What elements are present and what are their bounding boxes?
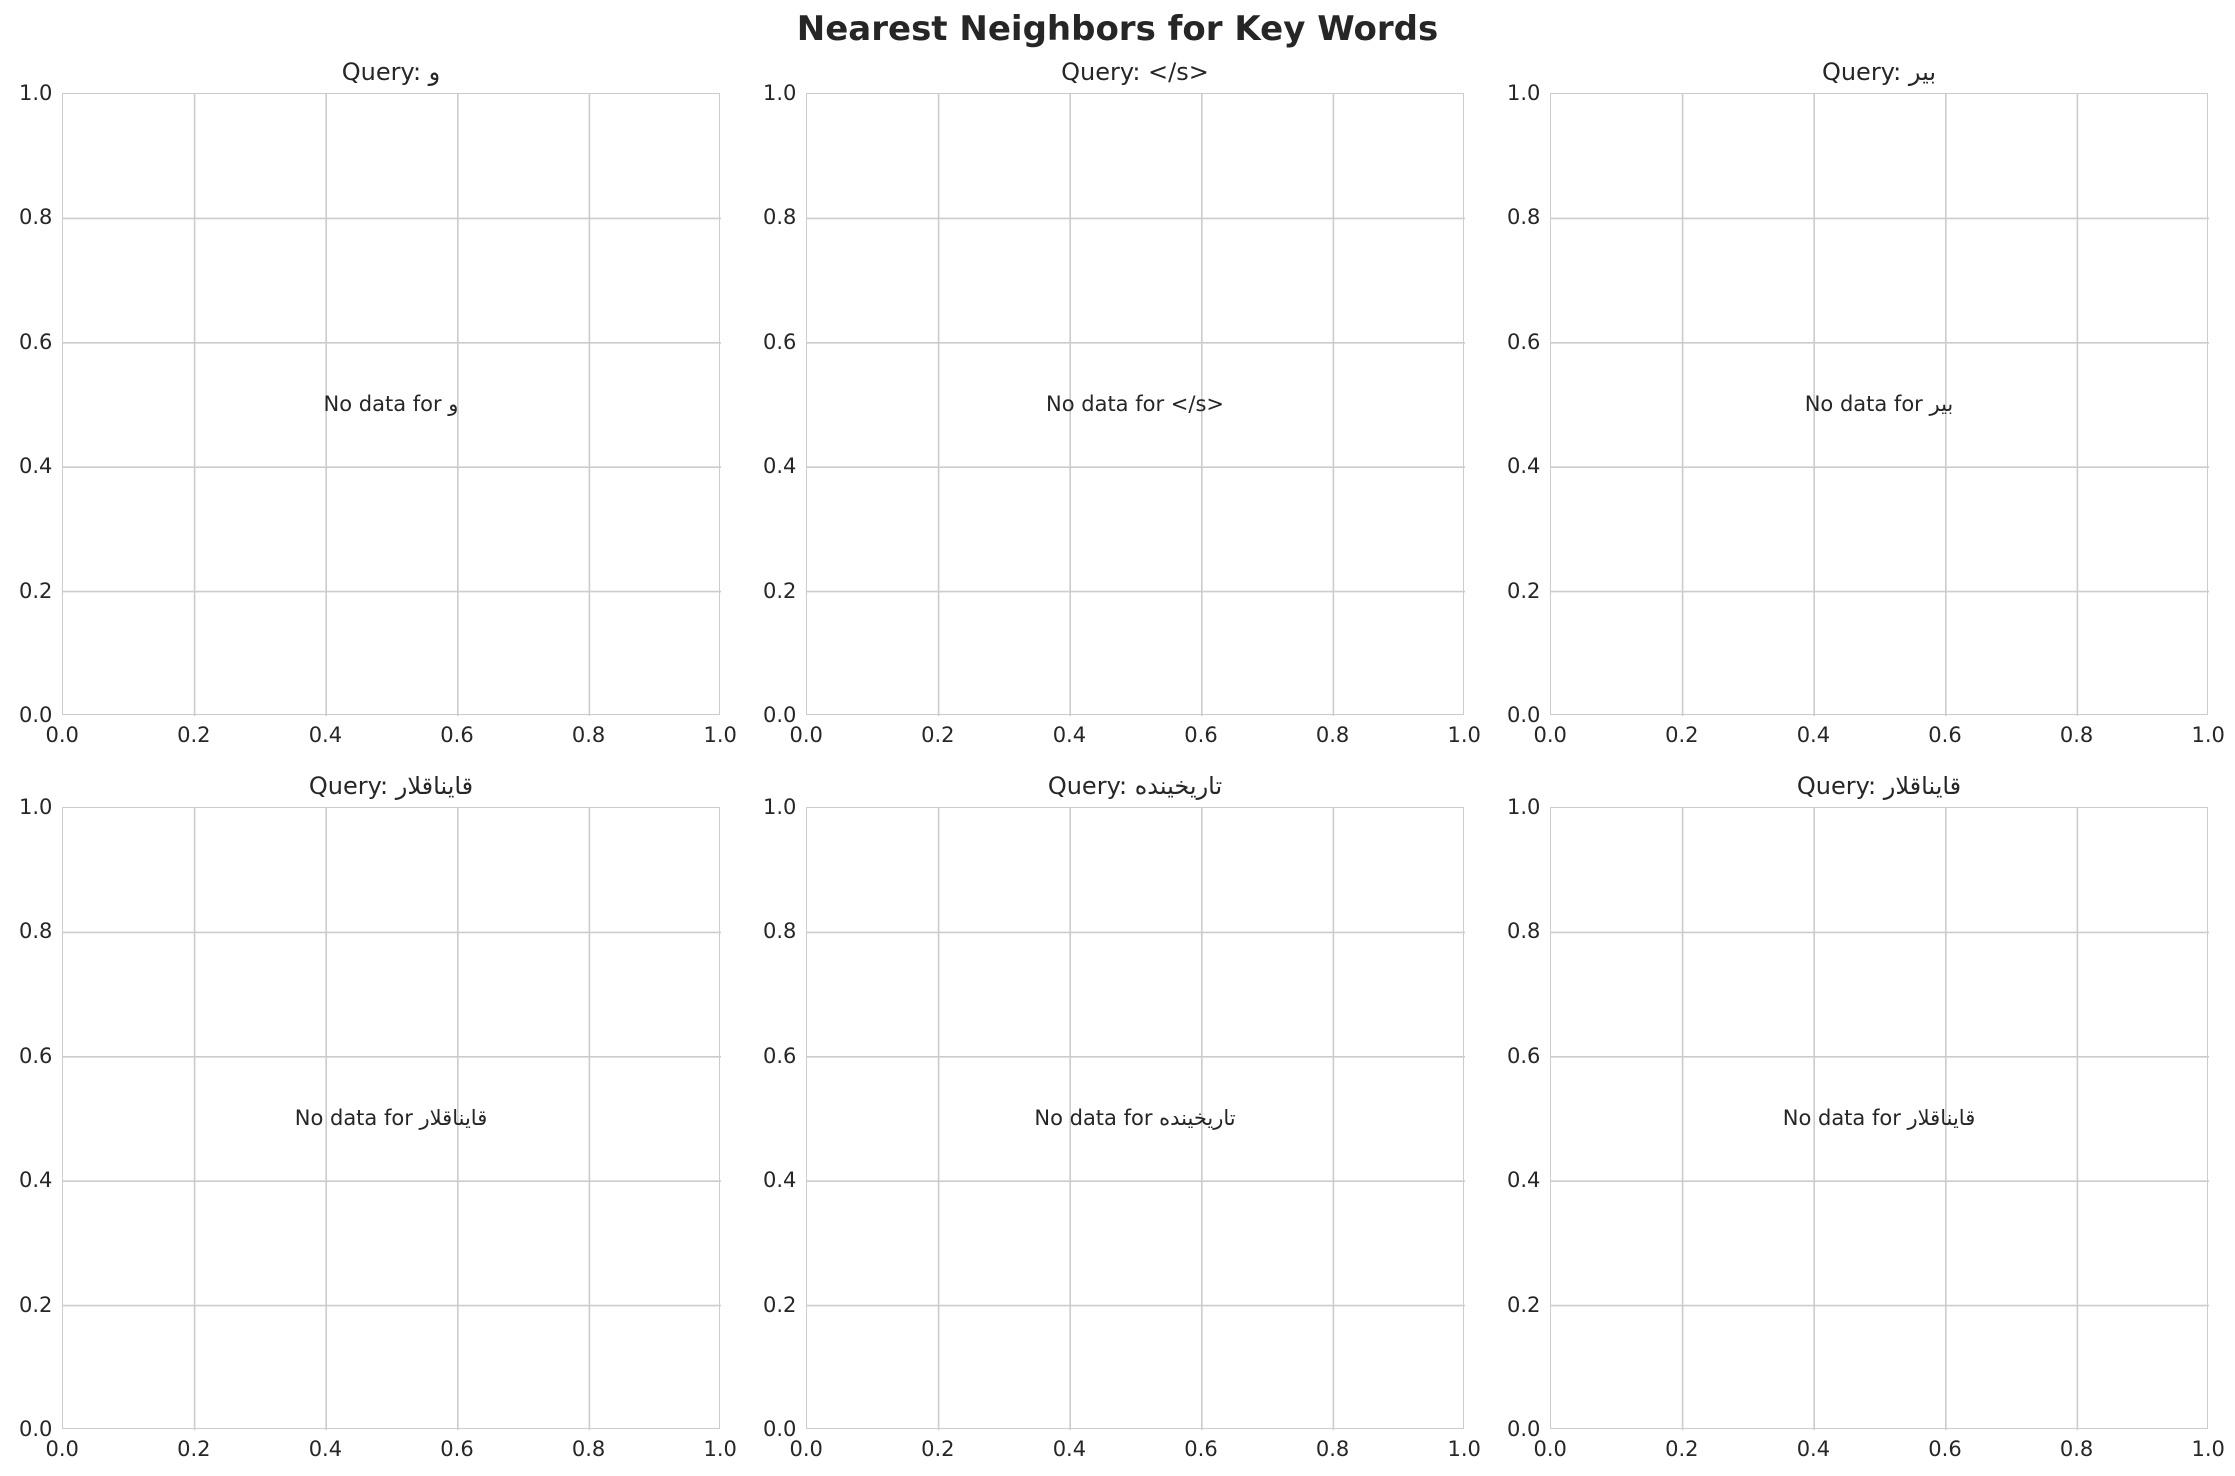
grid-lines [63,808,721,1430]
grid-lines [63,94,721,716]
y-tick-label: 0.0 [1507,1417,1541,1441]
y-tick-label: 0.6 [1507,329,1541,354]
subplot-title: Query: قایناقلار [308,772,474,800]
y-tick-label: 1.0 [1507,81,1541,105]
subplot-title: Query: قایناقلار [1796,772,1962,800]
x-tick-label: 0.0 [45,1437,79,1461]
x-tick-label: 0.0 [789,1437,823,1461]
x-tick-label: 0.8 [1315,1437,1350,1461]
y-tick-label: 0.4 [19,454,53,479]
grid-lines [1551,94,2209,716]
x-tick-label: 0.8 [1315,723,1350,747]
y-tick-label: 0.4 [763,454,797,479]
x-tick-label: 0.2 [177,1437,211,1461]
y-tick-label: 1.0 [19,795,53,819]
x-tick-label: 1.0 [2191,723,2225,747]
subplot-title: Query: تاریخینده [1047,772,1223,800]
x-tick-label: 0.4 [1052,723,1087,747]
plot-area [1550,807,2209,1430]
x-tick-label: 0.8 [571,1437,606,1461]
x-tick-label: 0.4 [308,723,343,747]
x-tick-label: 0.0 [1533,1437,1567,1461]
x-tick-label: 0.6 [1928,1437,1962,1461]
x-tick-label: 0.8 [571,723,606,747]
y-tick-label: 0.4 [19,1168,53,1193]
y-tick-label: 0.6 [1507,1043,1541,1068]
y-tick-label: 0.8 [763,919,797,944]
y-tick-label: 0.4 [1507,1168,1541,1193]
y-tick-label: 0.0 [19,1417,53,1441]
no-data-annotation: No data for قایناقلار [294,1106,488,1130]
grid-lines [1551,808,2209,1430]
plot-area [1550,93,2209,716]
x-tick-label: 0.6 [440,1437,474,1461]
x-tick-label: 0.4 [1796,1437,1831,1461]
y-tick-label: 1.0 [19,81,53,105]
x-tick-label: 0.6 [1184,1437,1218,1461]
x-tick-label: 0.6 [1928,723,1962,747]
x-tick-label: 0.0 [45,723,79,747]
no-data-annotation: No data for قایناقلار [1782,1106,1976,1130]
x-tick-label: 0.8 [2059,1437,2094,1461]
y-tick-label: 0.0 [763,1417,797,1441]
y-tick-label: 0.8 [763,205,797,230]
y-tick-label: 0.6 [19,329,53,354]
x-tick-label: 0.2 [921,723,955,747]
y-tick-label: 0.6 [763,329,797,354]
plot-area [806,93,1465,716]
subplot-title: Query: بیر [1821,58,1937,86]
y-tick-label: 0.8 [19,919,53,944]
subplot-title: Query: </s> [1061,58,1209,86]
y-tick-label: 0.8 [1507,205,1541,230]
y-tick-label: 1.0 [763,795,797,819]
y-tick-label: 0.2 [1507,578,1541,603]
no-data-annotation: No data for و [323,392,459,416]
x-tick-label: 0.2 [921,1437,955,1461]
x-tick-label: 0.8 [2059,723,2094,747]
y-tick-label: 0.0 [19,703,53,727]
no-data-annotation: No data for تاریخینده [1034,1106,1236,1130]
x-tick-label: 0.2 [1665,723,1699,747]
y-tick-label: 0.2 [763,1292,797,1317]
y-tick-label: 0.8 [1507,919,1541,944]
x-tick-label: 0.2 [1665,1437,1699,1461]
y-tick-label: 0.8 [19,205,53,230]
x-tick-label: 0.6 [1184,723,1218,747]
y-tick-label: 0.2 [1507,1292,1541,1317]
no-data-annotation: No data for </s> [1046,392,1224,416]
x-tick-label: 1.0 [1447,1437,1481,1461]
figure-title: Nearest Neighbors for Key Words [796,9,1439,49]
x-tick-label: 1.0 [703,723,737,747]
y-tick-label: 0.0 [763,703,797,727]
y-tick-label: 0.4 [763,1168,797,1193]
subplot-title: Query: و [341,58,441,86]
no-data-annotation: No data for بیر [1804,392,1954,416]
plot-area [806,807,1465,1430]
y-tick-label: 0.2 [19,578,53,603]
x-tick-label: 1.0 [2191,1437,2225,1461]
x-tick-label: 0.4 [1052,1437,1087,1461]
y-tick-label: 0.4 [1507,454,1541,479]
x-tick-label: 0.4 [1796,723,1831,747]
y-tick-label: 0.0 [1507,703,1541,727]
y-tick-label: 1.0 [763,81,797,105]
x-tick-label: 1.0 [703,1437,737,1461]
y-tick-label: 0.2 [19,1292,53,1317]
x-tick-label: 0.4 [308,1437,343,1461]
y-tick-label: 0.6 [19,1043,53,1068]
grid-lines [807,94,1465,716]
x-tick-label: 0.0 [789,723,823,747]
plot-area [62,93,721,716]
x-tick-label: 0.0 [1533,723,1567,747]
x-tick-label: 1.0 [1447,723,1481,747]
y-tick-label: 1.0 [1507,795,1541,819]
y-tick-label: 0.2 [763,578,797,603]
y-tick-label: 0.6 [763,1043,797,1068]
plot-area [62,807,721,1430]
x-tick-label: 0.2 [177,723,211,747]
grid-lines [807,808,1465,1430]
x-tick-label: 0.6 [440,723,474,747]
